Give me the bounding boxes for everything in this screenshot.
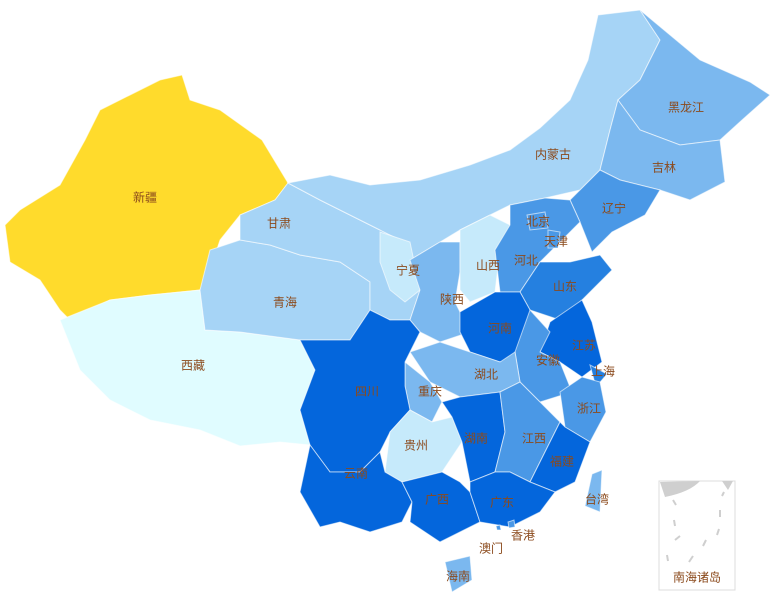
province-label-aomen: 澳门: [479, 541, 503, 556]
province-label-xianggang: 香港: [511, 529, 535, 543]
province-liaoning[interactable]: [569, 169, 661, 253]
province-tianjin[interactable]: [547, 229, 561, 249]
province-shandong[interactable]: [519, 254, 613, 321]
province-ningxia[interactable]: [379, 231, 421, 303]
province-xianggang[interactable]: [507, 519, 516, 529]
province-guangdong[interactable]: [469, 471, 556, 528]
province-aomen[interactable]: [495, 524, 502, 531]
province-taiwan[interactable]: [584, 469, 603, 513]
province-hubei[interactable]: [409, 341, 521, 398]
province-guangxi[interactable]: [401, 471, 481, 543]
province-shanghai[interactable]: [589, 364, 608, 389]
province-beijing[interactable]: [526, 211, 549, 231]
province-hainan[interactable]: [444, 555, 473, 593]
province-jilin[interactable]: [599, 98, 726, 201]
south-china-sea-inset: 南海诸岛: [658, 480, 736, 591]
